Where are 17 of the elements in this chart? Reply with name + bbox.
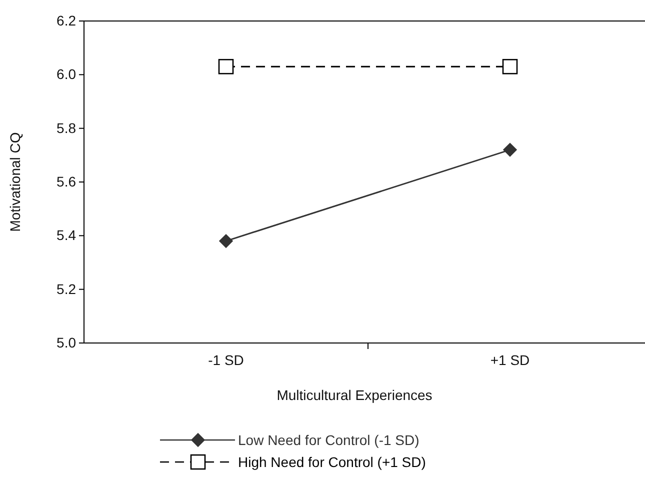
y-tick-label: 5.8 bbox=[56, 120, 76, 136]
x-tick-label: -1 SD bbox=[208, 352, 244, 368]
y-tick-label: 6.2 bbox=[56, 12, 76, 28]
point bbox=[503, 142, 517, 157]
text: Low Need for Control (-1 SD) bbox=[238, 432, 420, 448]
y-tick-label: 6.0 bbox=[56, 66, 76, 82]
y-tick-label: 5.6 bbox=[56, 173, 76, 190]
point bbox=[218, 58, 234, 74]
point bbox=[219, 234, 233, 248]
x-tick-label: +1 SD bbox=[490, 352, 530, 368]
y-tick-label: 5.4 bbox=[56, 227, 76, 244]
point bbox=[502, 58, 518, 74]
legend-label: High Need for Control (+1 SD) bbox=[238, 454, 426, 470]
y-tick-label: 5.0 bbox=[56, 334, 76, 350]
y-axis-title: Motivational CQ bbox=[7, 132, 23, 232]
y-tick-label: 5.2 bbox=[56, 280, 76, 297]
x-axis-title: Multicultural Experiences bbox=[276, 387, 432, 403]
